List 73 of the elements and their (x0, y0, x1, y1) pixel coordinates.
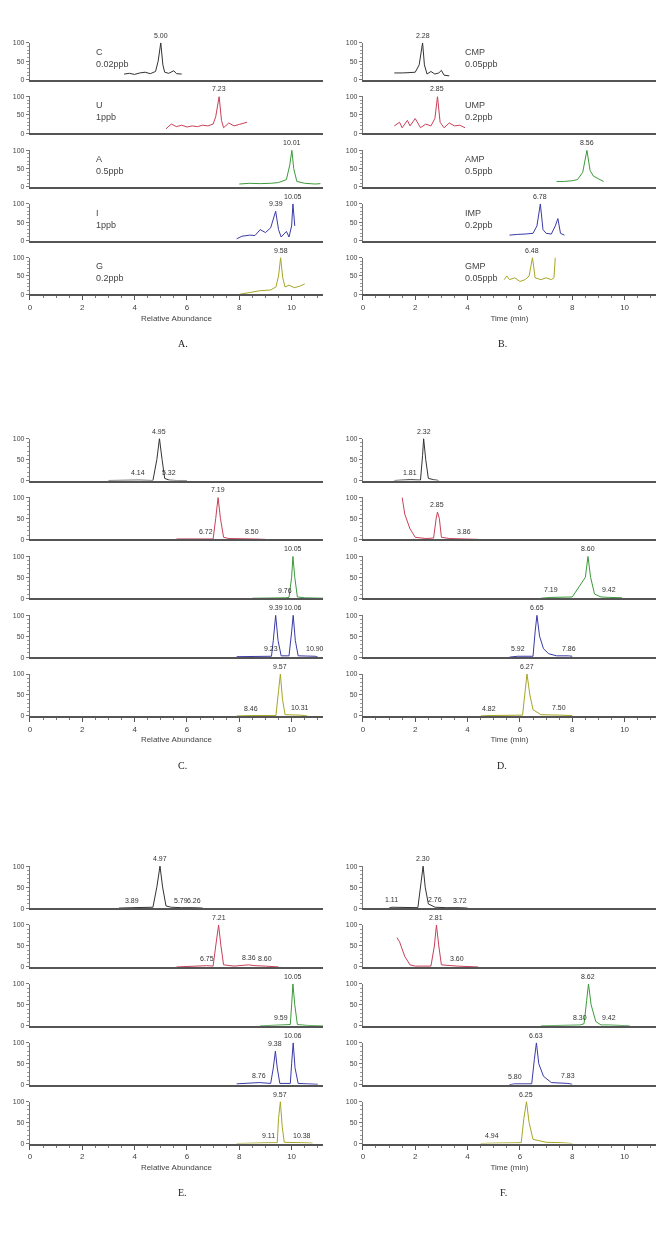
x-axis-title: Time (min) (490, 735, 529, 745)
annotation: CMP 0.05ppb (465, 47, 498, 69)
line-series (503, 257, 556, 282)
x-tick-label: 6 (184, 724, 190, 734)
line-series (480, 674, 573, 716)
annotation: GMP 0.05ppb (465, 261, 498, 283)
line-series (236, 203, 296, 240)
line-series (238, 150, 321, 185)
line-series (175, 924, 280, 967)
annotation: I 1ppb (96, 208, 117, 230)
line-series (118, 866, 204, 909)
x-tick-label: 6 (517, 1152, 523, 1162)
x-tick-label: 0 (27, 1152, 33, 1162)
x-tick-label: 8 (237, 1152, 243, 1162)
annotation: G 0.2ppb (96, 261, 124, 283)
annotation: C 0.02ppb (96, 47, 129, 69)
x-tick-label: 4 (465, 302, 471, 312)
x-tick-label: 6 (517, 302, 523, 312)
x-tick-label: 4 (132, 302, 138, 312)
annotation: UMP 0.2ppb (465, 100, 493, 122)
x-tick-label: 8 (570, 302, 576, 312)
x-tick-label: 8 (570, 1152, 576, 1162)
x-tick-label: 4 (465, 724, 471, 734)
x-tick-label: 6 (184, 302, 190, 312)
x-tick-label: 10 (287, 724, 297, 734)
annotation: U 1ppb (96, 100, 117, 122)
x-tick-label: 10 (620, 724, 630, 734)
annotation: AMP 0.5ppb (465, 154, 493, 176)
x-tick-label: 10 (287, 302, 297, 312)
x-tick-label: 0 (27, 724, 33, 734)
line-series (393, 42, 450, 77)
x-tick-label: 2 (80, 302, 86, 312)
x-tick-label: 8 (237, 724, 243, 734)
annotation: A 0.5ppb (96, 154, 124, 176)
x-tick-label: 2 (413, 1152, 419, 1162)
text: A. (178, 338, 188, 349)
x-tick-label: 10 (620, 302, 630, 312)
x-tick-label: 2 (80, 724, 86, 734)
x-tick-label: 2 (413, 724, 419, 734)
x-tick-label: 8 (570, 724, 576, 734)
x-axis-title: Time (min) (490, 1162, 529, 1172)
x-tick-label: 0 (360, 1152, 366, 1162)
x-tick-label: 4 (465, 1152, 471, 1162)
x-tick-label: 4 (132, 724, 138, 734)
line-series (396, 924, 479, 967)
text: C. (178, 760, 188, 771)
line-series (393, 96, 466, 129)
x-tick-label: 10 (620, 1152, 630, 1162)
x-axis-title: Relative Abundance (140, 1162, 213, 1172)
x-tick-label: 6 (517, 724, 523, 734)
line-series (238, 257, 306, 295)
line-series (556, 150, 605, 182)
x-tick-label: 4 (132, 1152, 138, 1162)
x-axis-title: Time (min) (490, 313, 529, 323)
x-tick-label: 2 (413, 302, 419, 312)
line-series (236, 674, 308, 716)
x-axis-title: Relative Abundance (140, 313, 213, 323)
text: D. (497, 760, 507, 771)
x-tick-label: 6 (184, 1152, 190, 1162)
line-series (165, 96, 248, 130)
text: E. (178, 1187, 187, 1198)
x-tick-label: 0 (360, 302, 366, 312)
x-tick-label: 0 (360, 724, 366, 734)
text: B. (498, 338, 508, 349)
text: F. (500, 1187, 508, 1198)
x-tick-label: 2 (80, 1152, 86, 1162)
line-series (508, 203, 565, 236)
x-tick-label: 8 (237, 302, 243, 312)
annotation: IMP 0.2ppb (465, 208, 493, 230)
x-tick-label: 10 (287, 1152, 297, 1162)
x-axis-title: Relative Abundance (140, 735, 213, 745)
x-tick-label: 0 (27, 302, 33, 312)
line-series (540, 556, 623, 599)
